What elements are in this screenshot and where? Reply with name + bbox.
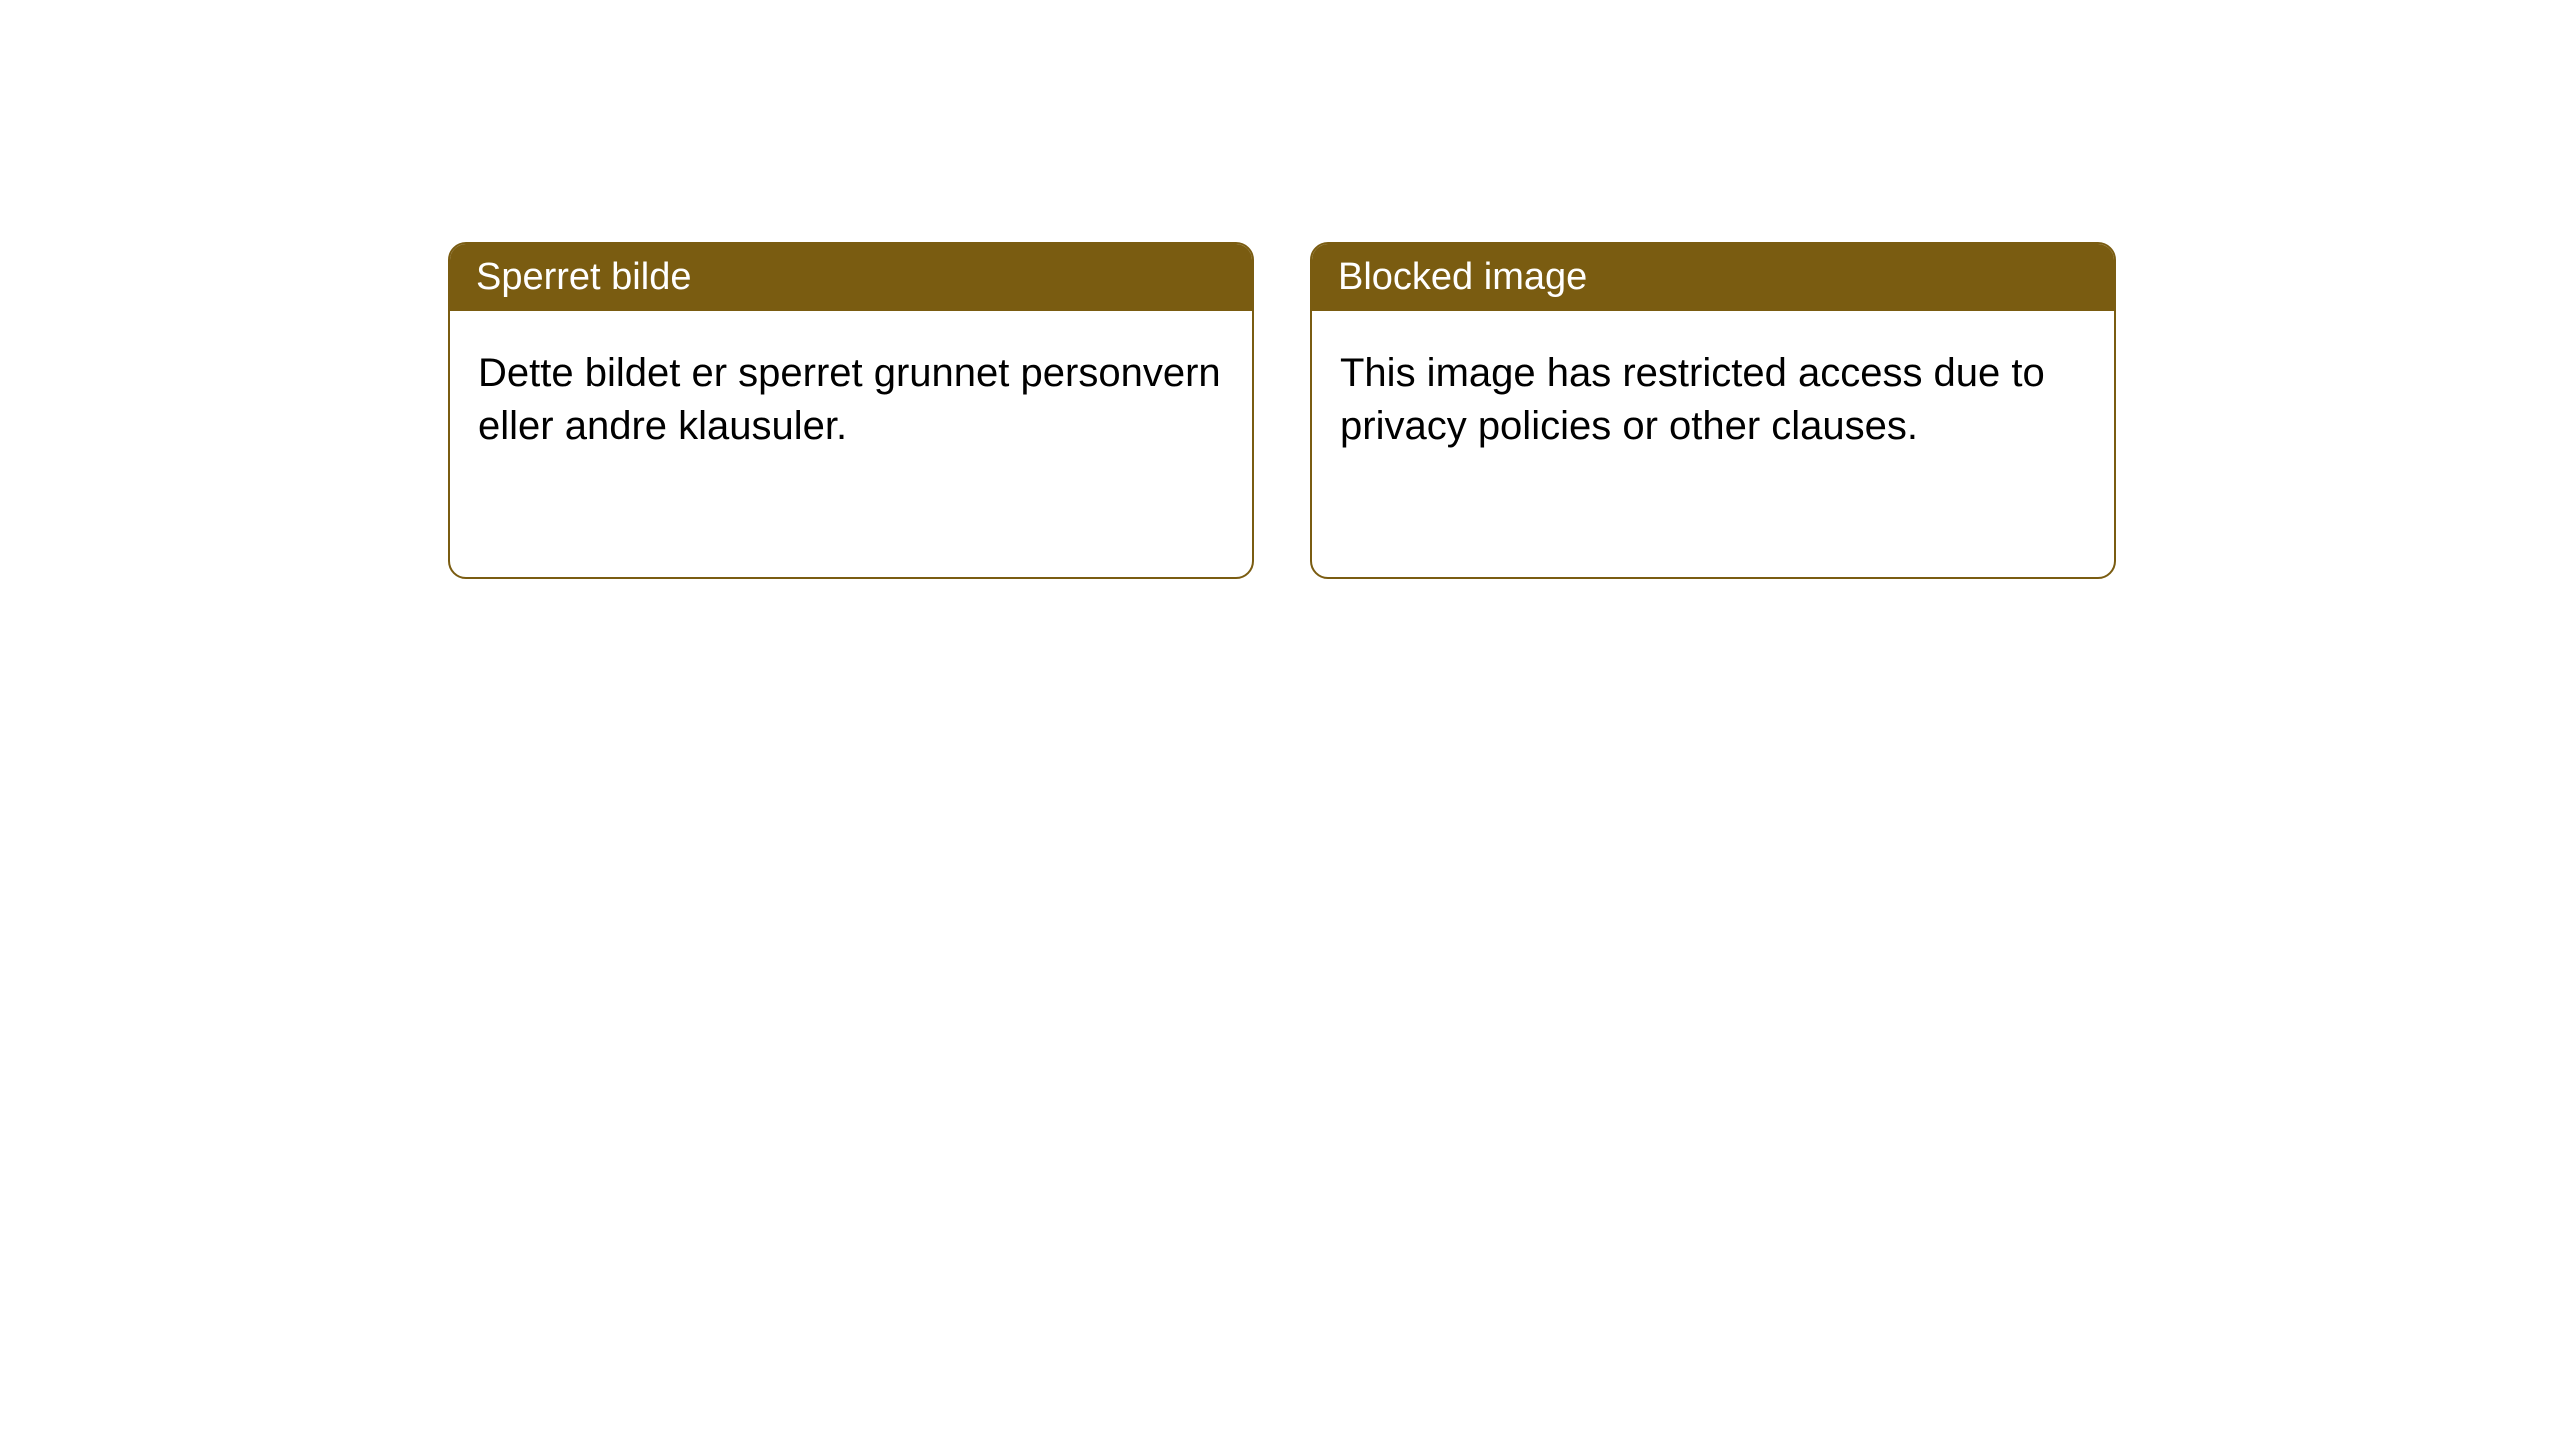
notice-card-norwegian: Sperret bilde Dette bildet er sperret gr… (448, 242, 1254, 579)
notice-container: Sperret bilde Dette bildet er sperret gr… (0, 0, 2560, 579)
notice-card-english: Blocked image This image has restricted … (1310, 242, 2116, 579)
card-body: Dette bildet er sperret grunnet personve… (450, 311, 1252, 489)
card-body-text: This image has restricted access due to … (1340, 351, 2045, 448)
card-title: Sperret bilde (476, 256, 691, 298)
card-body-text: Dette bildet er sperret grunnet personve… (478, 351, 1221, 448)
card-header: Sperret bilde (450, 244, 1252, 311)
card-body: This image has restricted access due to … (1312, 311, 2114, 489)
card-header: Blocked image (1312, 244, 2114, 311)
card-title: Blocked image (1338, 256, 1587, 298)
